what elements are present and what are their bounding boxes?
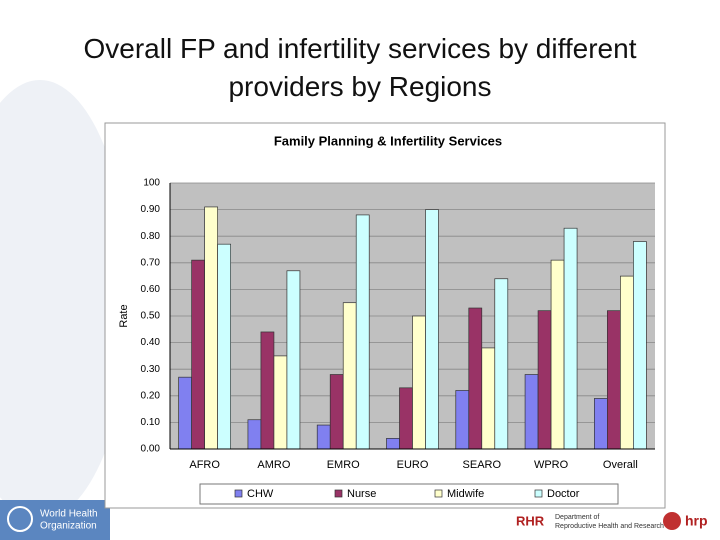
y-tick-label: 0.30	[141, 364, 161, 375]
department: Department of	[555, 514, 599, 521]
bar	[425, 209, 439, 450]
y-tick-label: 0.40	[141, 337, 161, 348]
bar	[594, 398, 608, 450]
y-tick-label: 0.10	[141, 417, 161, 428]
bar	[355, 214, 370, 450]
map-background	[0, 80, 130, 520]
y-tick-label: 0.20	[141, 390, 161, 401]
department: Reproductive Health and Research	[555, 523, 664, 530]
bar	[620, 275, 634, 450]
y-tick-label: 0.50	[141, 311, 161, 322]
bar	[329, 374, 344, 450]
legend-swatch	[434, 489, 443, 498]
x-tick-label: SEARO	[463, 459, 502, 471]
bar	[204, 206, 218, 450]
hrp-text: hrp	[685, 513, 708, 529]
bar	[286, 270, 301, 450]
who-logo	[7, 506, 33, 532]
bar	[342, 302, 357, 450]
y-tick-label: 0.70	[141, 257, 161, 268]
bar	[633, 241, 647, 450]
y-tick-label: 0.00	[141, 444, 161, 455]
bar	[468, 307, 483, 450]
bar	[481, 347, 496, 450]
bar	[386, 438, 400, 450]
x-tick-label: EMRO	[327, 459, 360, 471]
bar	[455, 390, 470, 450]
slide-title: Overall FP and infertility services by d…	[83, 33, 637, 102]
legend-label: Nurse	[347, 488, 376, 500]
who-text: World Health	[40, 509, 98, 520]
chart-title: Family Planning & Infertility Services	[274, 133, 502, 148]
hrp-logo	[663, 512, 681, 530]
bar	[178, 376, 192, 450]
bar	[399, 387, 413, 450]
bar	[191, 259, 205, 450]
legend-label: Midwife	[447, 488, 484, 500]
bar	[247, 419, 262, 450]
bar	[494, 278, 509, 450]
x-tick-label: WPRO	[534, 459, 569, 471]
y-axis-label: Rate	[118, 304, 130, 327]
y-tick-label: 100	[143, 178, 160, 189]
bar	[217, 243, 231, 450]
legend-label: CHW	[247, 488, 274, 500]
x-tick-label: Overall	[603, 459, 638, 471]
bar	[607, 310, 621, 450]
bar	[563, 227, 578, 450]
bar	[524, 374, 539, 450]
bar	[273, 355, 288, 450]
bar	[316, 424, 331, 450]
rhr-logo: RHR	[516, 513, 545, 528]
x-tick-label: AFRO	[189, 459, 220, 471]
legend-label: Doctor	[547, 488, 580, 500]
bar	[260, 331, 275, 450]
x-tick-label: EURO	[397, 459, 429, 471]
x-tick-label: AMRO	[257, 459, 290, 471]
bar	[537, 310, 552, 450]
legend-swatch	[334, 489, 343, 498]
legend-swatch	[534, 489, 543, 498]
legend-swatch	[234, 489, 243, 498]
y-tick-label: 0.80	[141, 231, 161, 242]
legend-box	[199, 483, 619, 505]
bar	[412, 315, 426, 450]
bar	[550, 259, 565, 450]
y-tick-label: 0.90	[141, 204, 161, 215]
y-tick-label: 0.60	[141, 284, 161, 295]
who-text: Organization	[40, 521, 97, 532]
